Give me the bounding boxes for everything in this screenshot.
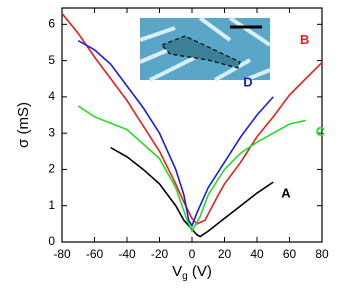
- x-tick-label: -60: [86, 247, 104, 261]
- x-axis-label-main: V: [172, 263, 182, 280]
- y-axis-label: σ (mS): [15, 102, 32, 148]
- x-tick-label: -20: [151, 247, 169, 261]
- series-label: B: [300, 32, 309, 47]
- series-line: [77, 39, 274, 228]
- x-tick-label: 40: [250, 247, 264, 261]
- y-tick-label: 4: [48, 89, 55, 103]
- x-tick-label: 0: [189, 247, 196, 261]
- y-tick-label: 1: [48, 198, 55, 212]
- x-axis-label-unit: (V): [188, 263, 212, 280]
- x-axis-label-sub: g: [182, 271, 188, 282]
- y-tick-label: 5: [48, 53, 55, 67]
- series-line: [110, 146, 274, 238]
- x-tick-label: -80: [53, 247, 71, 261]
- y-tick-label: 3: [48, 125, 55, 139]
- y-tick-label: 0: [48, 234, 55, 248]
- x-axis-label: Vg (V): [172, 263, 212, 282]
- y-tick-label: 6: [48, 16, 55, 30]
- inset-electrodes: [139, 16, 272, 82]
- x-tick-label: -40: [118, 247, 136, 261]
- x-tick-label: 20: [218, 247, 232, 261]
- inset-image: [139, 16, 272, 82]
- y-tick-label: 2: [48, 162, 55, 176]
- inset-flake: [160, 35, 241, 69]
- series-label: C: [316, 124, 326, 139]
- x-tick-label: 80: [315, 247, 329, 261]
- x-tick-label: 60: [283, 247, 297, 261]
- series-line: [77, 105, 306, 233]
- series-label: A: [281, 186, 291, 201]
- series-label: D: [243, 74, 252, 89]
